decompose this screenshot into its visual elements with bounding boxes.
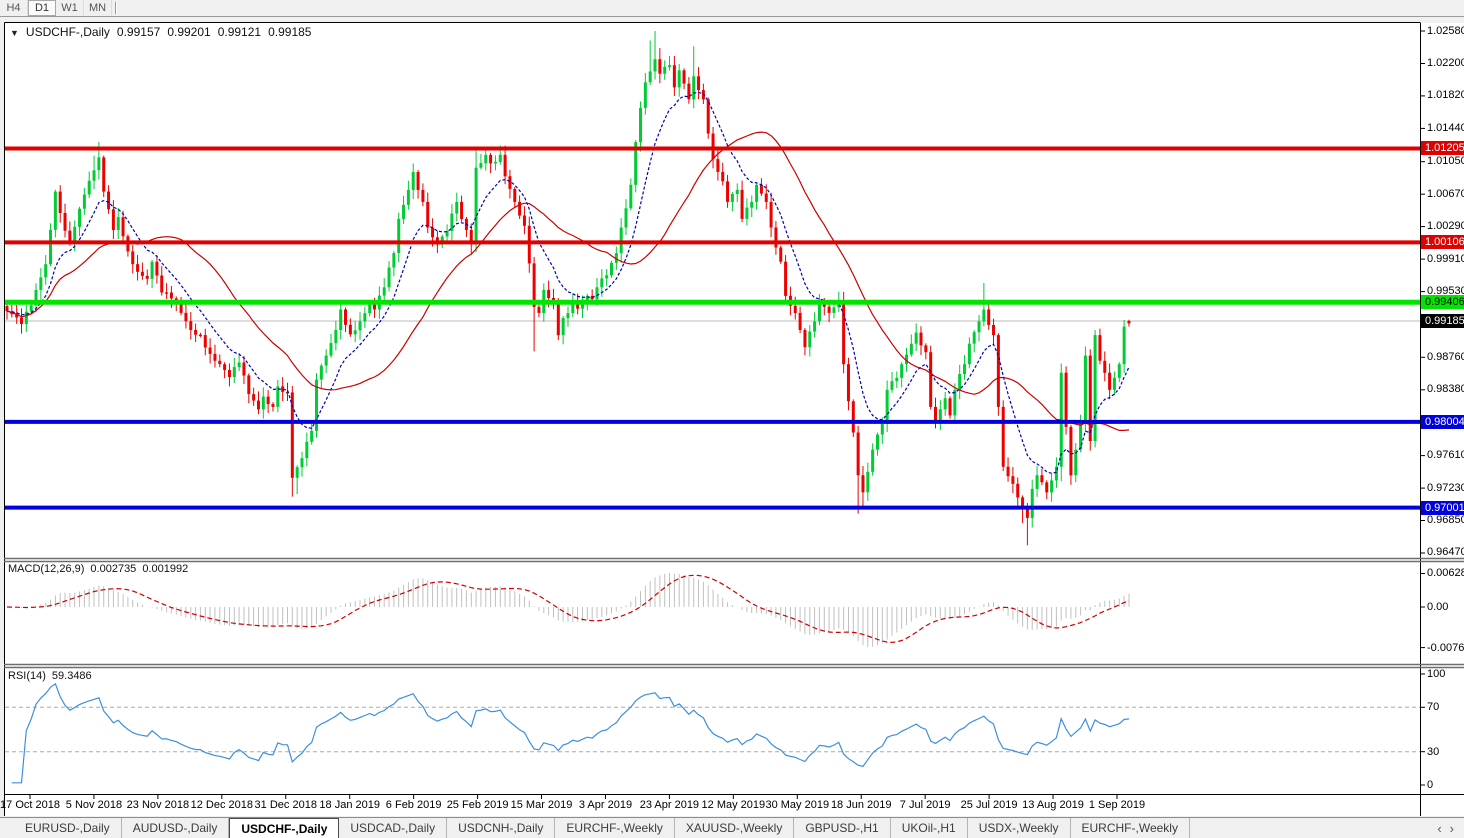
macd-main-value: 0.002735 — [90, 563, 137, 575]
timeframe-toolbar: H4 D1 W1 MN — [0, 0, 1464, 17]
timeframe-button-d1[interactable]: D1 — [28, 0, 56, 16]
rsi-name: RSI(14) — [8, 670, 46, 682]
symbol-tab-usdx-weekly[interactable]: USDX-,Weekly — [968, 818, 1071, 838]
symbol-tab-eurusd-daily[interactable]: EURUSD-,Daily — [14, 818, 122, 838]
symbol-tabs: EURUSD-,Daily AUDUSD-,Daily USDCHF-,Daily U… — [14, 818, 1190, 838]
price-axis-ticks — [1420, 30, 1425, 786]
timeframe-button-mn[interactable]: MN — [84, 0, 112, 16]
window-borders — [4, 22, 1464, 816]
timeframe-button-w1[interactable]: W1 — [56, 0, 84, 16]
ohlc-low: 0.99121 — [217, 25, 262, 39]
symbol-tab-usdchf-daily[interactable]: USDCHF-,Daily — [229, 818, 340, 838]
symbol-tab-ukoil-h1[interactable]: UKOil-,H1 — [891, 818, 968, 838]
macd-indicator-label: MACD(12,26,9) 0.002735 0.001992 — [8, 563, 194, 575]
chart-ohlc-header: ▼ USDCHF-,Daily 0.99157 0.99201 0.99121 0.991… — [10, 25, 311, 39]
ohlc-open: 0.99157 — [116, 25, 161, 39]
chart-symbol-title: USDCHF-,Daily — [25, 25, 110, 39]
symbol-tab-eurchf-weekly[interactable]: EURCHF-,Weekly — [555, 818, 675, 838]
symbol-tab-eurchf-weekly[interactable]: EURCHF-,Weekly — [1071, 818, 1190, 838]
chart-title-collapse-icon[interactable]: ▼ — [10, 28, 19, 38]
ma-slow-line — [6, 131, 1130, 431]
ohlc-close: 0.99185 — [268, 25, 312, 39]
tab-scroll-right-icon[interactable]: › — [1449, 820, 1454, 836]
symbol-tab-audusd-daily[interactable]: AUDUSD-,Daily — [122, 818, 230, 838]
horizontal-level-lines[interactable] — [5, 146, 1420, 510]
rsi-indicator-label: RSI(14) 59.3486 — [8, 670, 98, 682]
symbol-tab-usdcad-daily[interactable]: USDCAD-,Daily — [339, 818, 448, 838]
macd-name: MACD(12,26,9) — [8, 563, 85, 575]
pane-backgrounds — [5, 23, 1464, 816]
symbol-tab-usdcnh-daily[interactable]: USDCNH-,Daily — [447, 818, 556, 838]
tabbar-left-pad — [0, 818, 14, 838]
macd-signal-line — [6, 574, 1130, 644]
timeframe-button-h4[interactable]: H4 — [0, 0, 28, 16]
tab-scroll-arrows: ‹ › — [1437, 818, 1464, 838]
tab-scroll-left-icon[interactable]: ‹ — [1437, 820, 1442, 836]
symbol-tab-gbpusd-h1[interactable]: GBPUSD-,H1 — [794, 818, 891, 838]
date-axis-ticks — [29, 795, 1118, 799]
ohlc-high: 0.99201 — [167, 25, 211, 39]
symbol-tab-bar: EURUSD-,Daily AUDUSD-,Daily USDCHF-,Daily U… — [0, 817, 1464, 838]
toolbar-divider — [115, 2, 117, 14]
symbol-tab-xauusd-weekly[interactable]: XAUUSD-,Weekly — [675, 818, 795, 838]
rsi-value: 59.3486 — [51, 670, 92, 682]
candlestick-series — [5, 31, 1131, 546]
macd-signal-value: 0.001992 — [142, 563, 189, 575]
rsi-line — [11, 682, 1130, 784]
